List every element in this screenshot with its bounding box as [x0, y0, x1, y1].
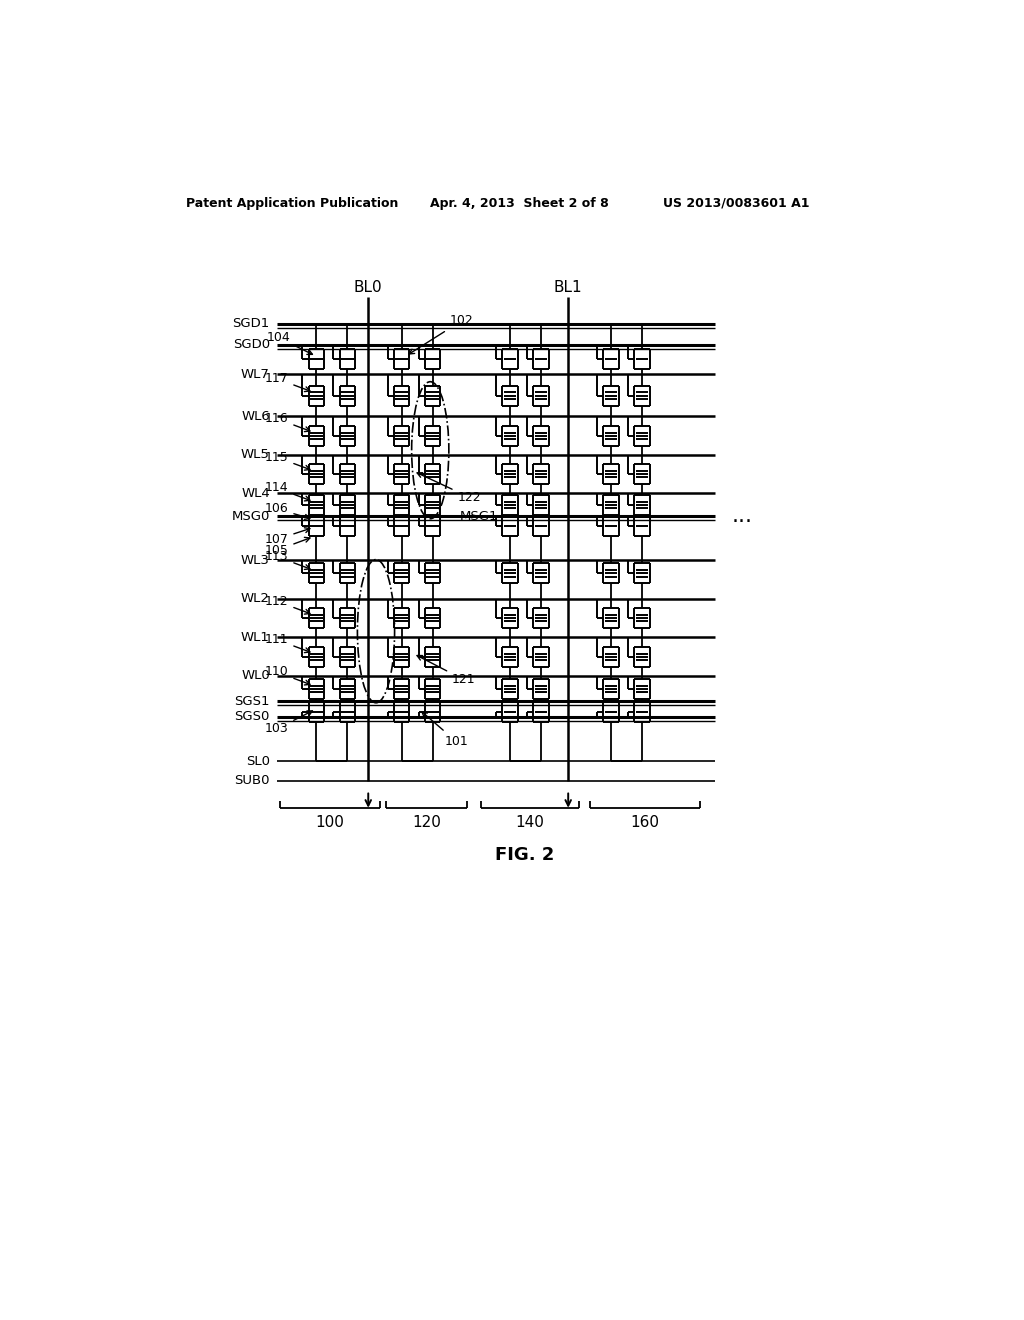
Text: ...: ...	[731, 507, 753, 527]
Text: SUB0: SUB0	[234, 774, 270, 787]
Text: 140: 140	[515, 814, 544, 830]
Text: 102: 102	[410, 314, 473, 354]
Text: 160: 160	[631, 814, 659, 830]
Text: 115: 115	[264, 450, 310, 470]
Text: 122: 122	[417, 473, 481, 504]
Text: 112: 112	[265, 594, 310, 614]
Text: 104: 104	[267, 331, 312, 354]
Text: Apr. 4, 2013  Sheet 2 of 8: Apr. 4, 2013 Sheet 2 of 8	[430, 197, 609, 210]
Text: 101: 101	[422, 711, 468, 748]
Text: 105: 105	[264, 537, 310, 557]
Text: MSG0: MSG0	[231, 510, 270, 523]
Text: 116: 116	[265, 412, 310, 432]
Text: 110: 110	[264, 665, 310, 685]
Text: 120: 120	[412, 814, 440, 830]
Text: SGD0: SGD0	[232, 338, 270, 351]
Text: SGS0: SGS0	[234, 710, 270, 723]
Text: SGD1: SGD1	[232, 317, 270, 330]
Text: 107: 107	[264, 528, 310, 546]
Text: 113: 113	[265, 550, 310, 569]
Text: FIG. 2: FIG. 2	[496, 846, 554, 865]
Text: SL0: SL0	[246, 755, 270, 768]
Text: 100: 100	[315, 814, 344, 830]
Text: 117: 117	[264, 372, 310, 392]
Text: WL1: WL1	[241, 631, 270, 644]
Text: BL0: BL0	[354, 280, 383, 296]
Text: SGS1: SGS1	[234, 694, 270, 708]
Text: WL3: WL3	[241, 554, 270, 566]
Text: WL0: WL0	[241, 669, 270, 682]
Text: 121: 121	[417, 656, 475, 686]
Text: WL7: WL7	[241, 367, 270, 380]
Text: 103: 103	[264, 711, 312, 735]
Text: WL4: WL4	[241, 487, 270, 500]
Text: 111: 111	[265, 634, 310, 652]
Text: 106: 106	[264, 502, 310, 519]
Text: Patent Application Publication: Patent Application Publication	[186, 197, 398, 210]
Text: WL2: WL2	[241, 593, 270, 606]
Text: BL1: BL1	[554, 280, 583, 296]
Text: WL5: WL5	[241, 449, 270, 462]
Text: MSG1: MSG1	[460, 510, 499, 523]
Text: WL6: WL6	[241, 409, 270, 422]
Text: 114: 114	[265, 482, 310, 500]
Text: US 2013/0083601 A1: US 2013/0083601 A1	[663, 197, 809, 210]
